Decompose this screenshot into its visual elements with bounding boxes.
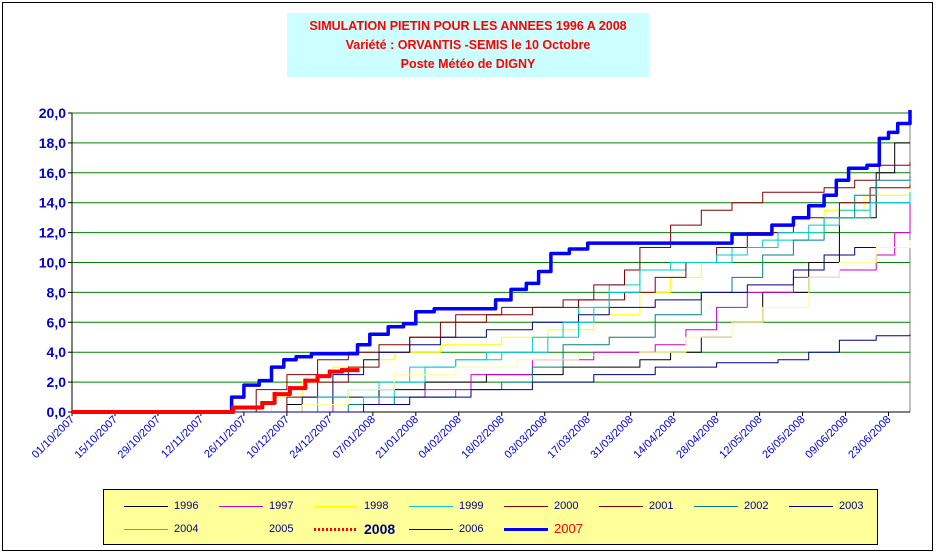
chart-title-box: SIMULATION PIETIN POUR LES ANNEES 1996 A… xyxy=(287,13,649,77)
x-tick-label: 29/10/2007 xyxy=(116,414,163,461)
x-tick-label: 01/10/2007 xyxy=(30,414,77,461)
x-tick-label: 03/03/2008 xyxy=(502,414,549,461)
series-point-2008 xyxy=(327,369,332,374)
y-tick-label: 2,0 xyxy=(47,374,67,390)
legend-label: 2001 xyxy=(649,500,674,512)
series-line-2003 xyxy=(72,243,911,413)
chart-legend: 1996 1997 1998 1999 2000 2001 2002 2003 2004 2005… xyxy=(103,489,878,545)
legend-swatch xyxy=(409,506,453,507)
legend-label: 1998 xyxy=(364,500,389,512)
y-tick-label: 6,0 xyxy=(47,314,67,330)
chart-title: SIMULATION PIETIN POUR LES ANNEES 1996 A… xyxy=(309,19,627,33)
legend-label: 2008 xyxy=(364,521,396,537)
legend-label: 1996 xyxy=(174,500,199,512)
x-tick-label: 28/04/2008 xyxy=(674,414,721,461)
x-tick-label: 10/12/2007 xyxy=(245,414,292,461)
chart-subtitle-station: Poste Météo de DIGNY xyxy=(400,57,536,71)
legend-label: 2004 xyxy=(174,523,199,535)
y-tick-label: 14,0 xyxy=(39,195,66,211)
legend-swatch xyxy=(219,529,263,530)
series-point-2008 xyxy=(272,392,277,397)
x-tick-label: 26/11/2007 xyxy=(202,414,249,461)
x-tick-label: 31/03/2008 xyxy=(588,414,635,461)
series-line-2007 xyxy=(72,110,912,414)
series-point-2008 xyxy=(244,405,249,410)
y-tick-label: 4,0 xyxy=(47,344,67,360)
legend-swatch xyxy=(124,529,168,530)
series-point-2008 xyxy=(260,401,265,406)
legend-label: 2003 xyxy=(839,500,864,512)
y-tick-label: 20,0 xyxy=(39,105,66,121)
legend-swatch xyxy=(789,506,833,507)
x-tick-label: 04/02/2008 xyxy=(416,414,463,461)
x-tick-label: 12/11/2007 xyxy=(159,414,206,461)
legend-swatch xyxy=(694,506,738,507)
legend-swatch xyxy=(599,506,643,507)
x-tick-label: 21/01/2008 xyxy=(373,414,420,461)
legend-label: 1999 xyxy=(459,500,484,512)
chart-subtitle-variety: Variété : ORVANTIS -SEMIS le 10 Octobre xyxy=(345,38,591,52)
y-tick-label: 8,0 xyxy=(47,284,67,300)
x-tick-label: 14/04/2008 xyxy=(631,414,678,461)
x-tick-label: 23/06/2008 xyxy=(846,414,893,461)
series-point-2008 xyxy=(303,378,308,383)
legend-label: 2000 xyxy=(554,500,579,512)
y-tick-label: 18,0 xyxy=(39,135,66,151)
legend-swatch xyxy=(219,506,263,507)
series-line-2005 xyxy=(72,240,911,413)
x-tick-label: 07/01/2008 xyxy=(331,414,378,461)
x-tick-label: 09/06/2008 xyxy=(803,414,850,461)
legend-swatch xyxy=(314,528,358,531)
x-tick-label: 18/02/2008 xyxy=(459,414,506,461)
series-point-2008 xyxy=(355,368,360,373)
series-point-2008 xyxy=(231,405,236,410)
series-line-2001 xyxy=(72,162,911,413)
y-tick-label: 10,0 xyxy=(39,255,66,271)
x-tick-label: 15/10/2007 xyxy=(73,414,120,461)
series-line-2006 xyxy=(72,334,911,413)
legend-swatch xyxy=(504,528,548,531)
legend-label: 2002 xyxy=(744,500,769,512)
y-tick-label: 12,0 xyxy=(39,225,66,241)
legend-swatch xyxy=(124,506,168,507)
series-point-2008 xyxy=(287,386,292,391)
series-point-2008 xyxy=(340,368,345,373)
y-tick-label: 0,0 xyxy=(47,404,67,420)
legend-swatch xyxy=(504,506,548,507)
x-tick-label: 12/05/2008 xyxy=(717,414,764,461)
series-point-2008 xyxy=(229,410,234,414)
series-line-2004 xyxy=(72,192,911,413)
y-tick-label: 16,0 xyxy=(39,165,66,181)
legend-label: 2006 xyxy=(459,523,484,535)
legend-swatch xyxy=(314,506,358,507)
legend-label: 2007 xyxy=(554,521,583,536)
legend-label: 1997 xyxy=(269,500,294,512)
x-tick-label: 17/03/2008 xyxy=(545,414,592,461)
x-tick-label: 24/12/2007 xyxy=(288,414,335,461)
legend-label: 2005 xyxy=(269,523,294,535)
series-point-2008 xyxy=(315,374,320,379)
x-tick-label: 26/05/2008 xyxy=(760,414,807,461)
legend-swatch xyxy=(409,529,453,530)
